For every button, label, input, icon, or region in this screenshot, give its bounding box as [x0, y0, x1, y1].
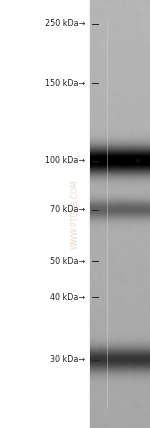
Text: 30 kDa→: 30 kDa→	[50, 355, 86, 364]
Text: 250 kDa→: 250 kDa→	[45, 19, 86, 28]
Text: 100 kDa→: 100 kDa→	[45, 156, 86, 165]
Text: 50 kDa→: 50 kDa→	[50, 256, 86, 266]
Text: WWW.PTGAB.COM: WWW.PTGAB.COM	[70, 179, 80, 249]
Bar	[90, 0, 150, 428]
Text: 70 kDa→: 70 kDa→	[50, 205, 86, 214]
Text: 150 kDa→: 150 kDa→	[45, 79, 86, 88]
Text: 40 kDa→: 40 kDa→	[50, 293, 86, 302]
